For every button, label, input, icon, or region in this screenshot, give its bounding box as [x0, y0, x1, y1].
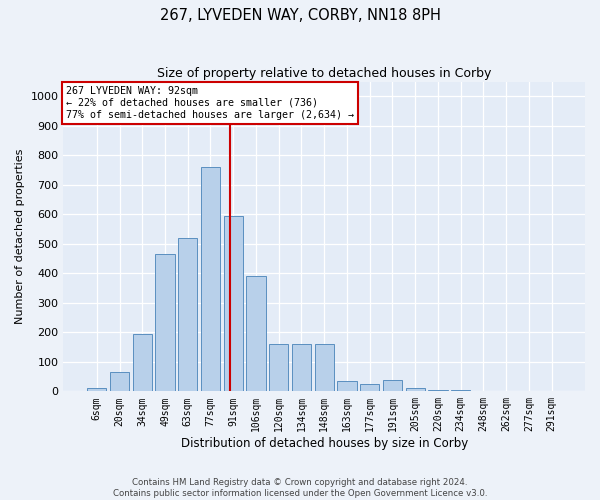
Bar	[383, 380, 402, 392]
Bar	[87, 388, 106, 392]
Text: 267 LYVEDEN WAY: 92sqm
← 22% of detached houses are smaller (736)
77% of semi-de: 267 LYVEDEN WAY: 92sqm ← 22% of detached…	[66, 86, 354, 120]
Bar	[337, 381, 356, 392]
Bar	[224, 216, 243, 392]
Bar	[247, 276, 266, 392]
Bar	[406, 388, 425, 392]
Bar	[292, 344, 311, 392]
Title: Size of property relative to detached houses in Corby: Size of property relative to detached ho…	[157, 68, 491, 80]
Bar	[110, 372, 129, 392]
Bar	[201, 167, 220, 392]
Bar	[314, 344, 334, 392]
Bar	[360, 384, 379, 392]
Y-axis label: Number of detached properties: Number of detached properties	[15, 149, 25, 324]
Text: 267, LYVEDEN WAY, CORBY, NN18 8PH: 267, LYVEDEN WAY, CORBY, NN18 8PH	[160, 8, 440, 22]
Text: Contains HM Land Registry data © Crown copyright and database right 2024.
Contai: Contains HM Land Registry data © Crown c…	[113, 478, 487, 498]
X-axis label: Distribution of detached houses by size in Corby: Distribution of detached houses by size …	[181, 437, 468, 450]
Bar	[178, 238, 197, 392]
Bar	[451, 390, 470, 392]
Bar	[133, 334, 152, 392]
Bar	[155, 254, 175, 392]
Bar	[269, 344, 289, 392]
Bar	[428, 390, 448, 392]
